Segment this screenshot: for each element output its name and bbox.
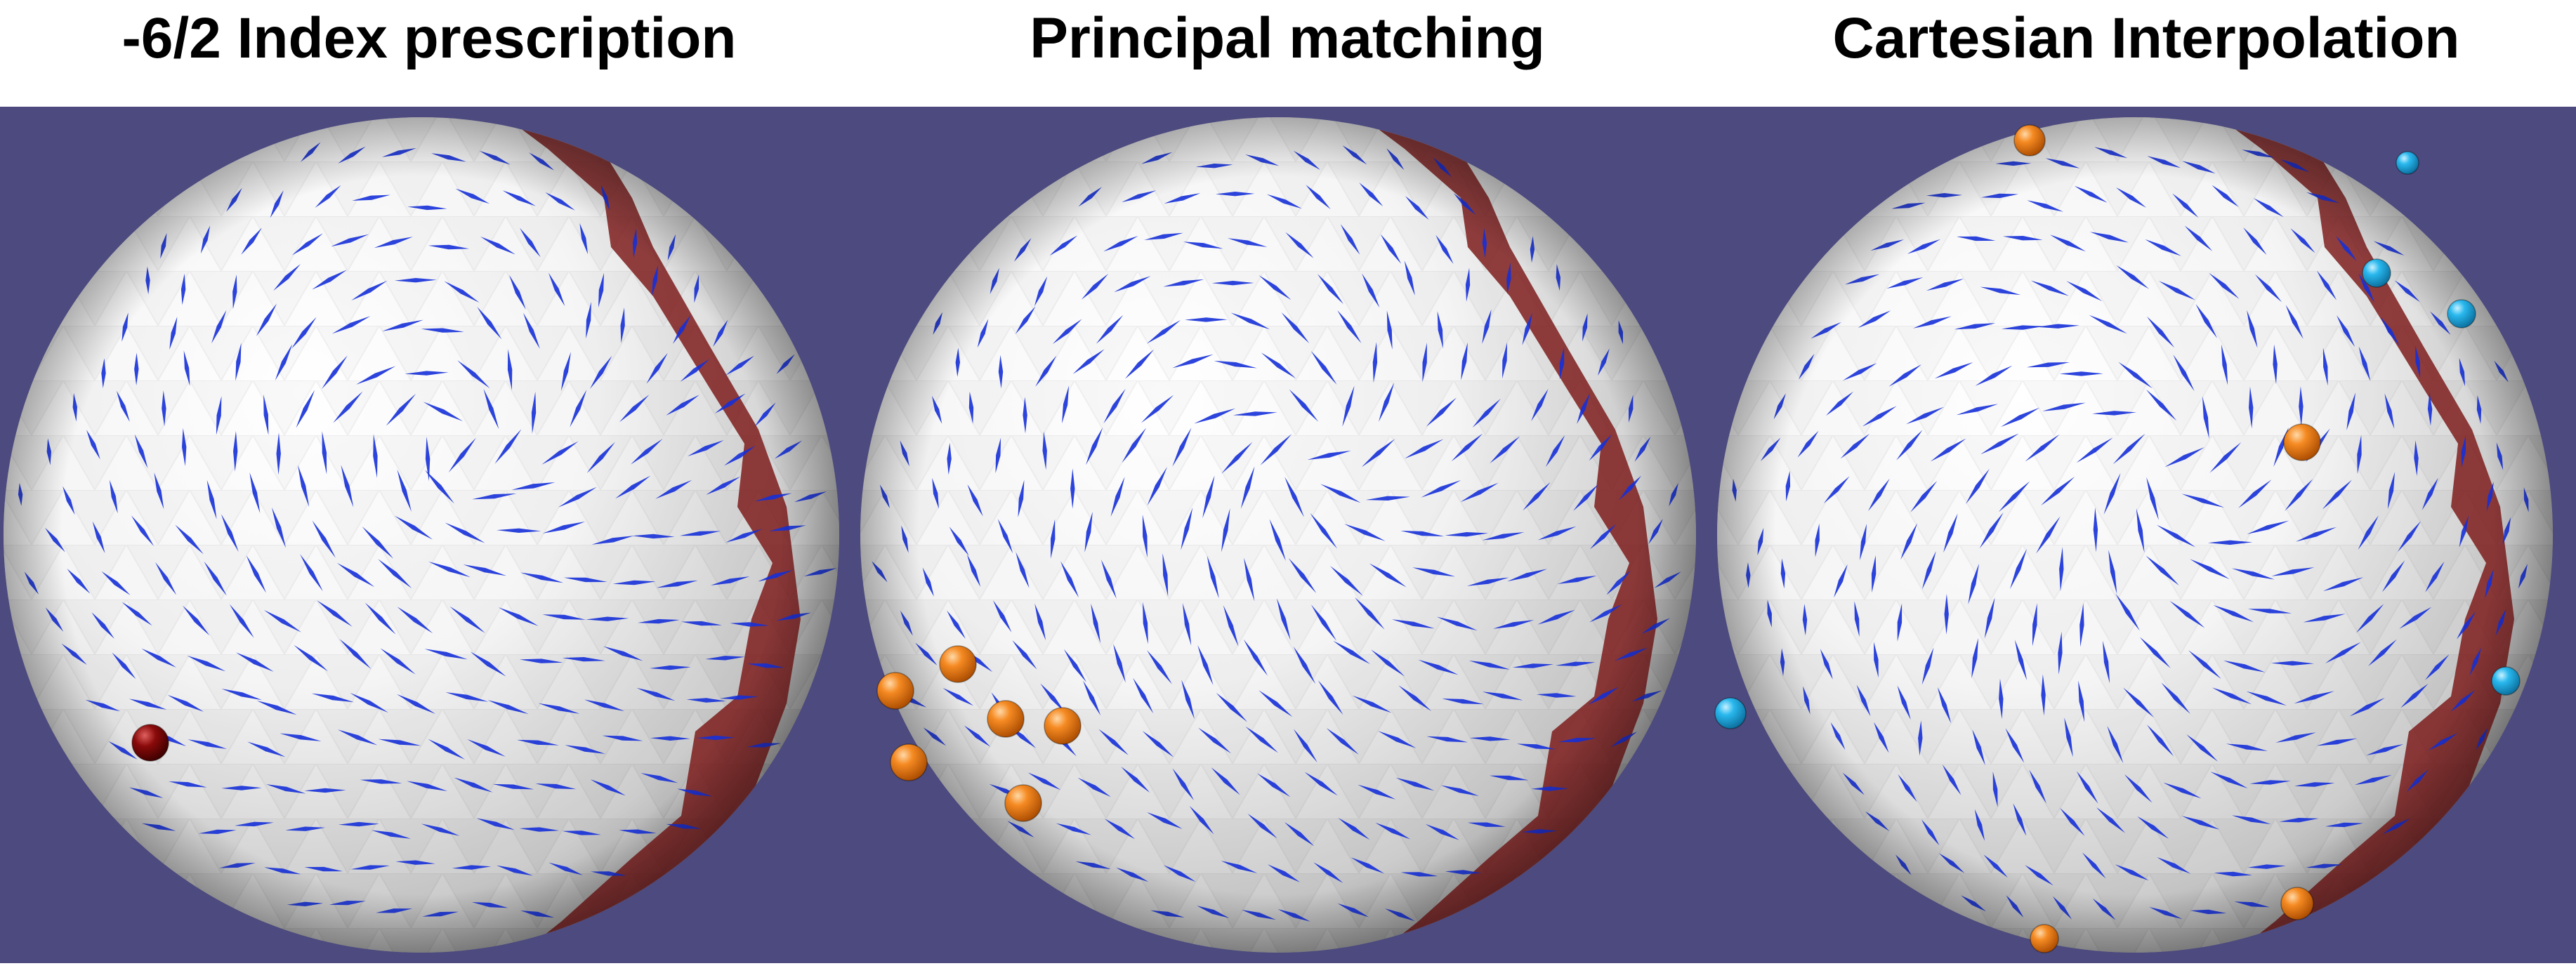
- singularity-orange-2: [2283, 423, 2321, 461]
- panel-title-cartesian-interpolation: Cartesian Interpolation: [1832, 6, 2460, 70]
- sphere-panel-cartesian-interpolation: [1714, 117, 2553, 953]
- panel-titles: -6/2 Index prescription Principal matchi…: [0, 0, 2576, 107]
- singularity-orange-5: [890, 743, 928, 781]
- singularity-orange-1: [2013, 124, 2046, 157]
- sphere-rim: [860, 117, 1696, 953]
- singularity-orange-1: [876, 672, 914, 710]
- singularity-orange-3: [2280, 887, 2314, 920]
- singularity-cyan-8: [2491, 666, 2521, 696]
- singularity-cyan-6: [2362, 258, 2391, 288]
- sphere-panels: [0, 107, 2576, 963]
- bottom-margin: [0, 963, 2576, 973]
- singularity-cyan-5: [1714, 697, 1747, 729]
- sphere-panel-principal-matching: [860, 117, 1696, 953]
- panel-title-index-prescription: -6/2 Index prescription: [121, 6, 737, 70]
- sphere-panel-index-prescription: [4, 117, 839, 953]
- sphere-rim: [4, 117, 839, 953]
- singularity-cyan-7: [2447, 299, 2476, 329]
- sphere-rim: [1717, 117, 2553, 953]
- singularity-cyan-9: [2396, 151, 2419, 175]
- panel-title-principal-matching: Principal matching: [1030, 6, 1545, 70]
- singularity-orange-3: [987, 700, 1025, 738]
- singularity-orange-6: [1004, 784, 1042, 822]
- singularity-orange-2: [939, 645, 977, 683]
- singularity-dark-red-1: [131, 724, 169, 762]
- singularity-orange-4: [2030, 924, 2059, 953]
- singularity-orange-4: [1044, 707, 1082, 745]
